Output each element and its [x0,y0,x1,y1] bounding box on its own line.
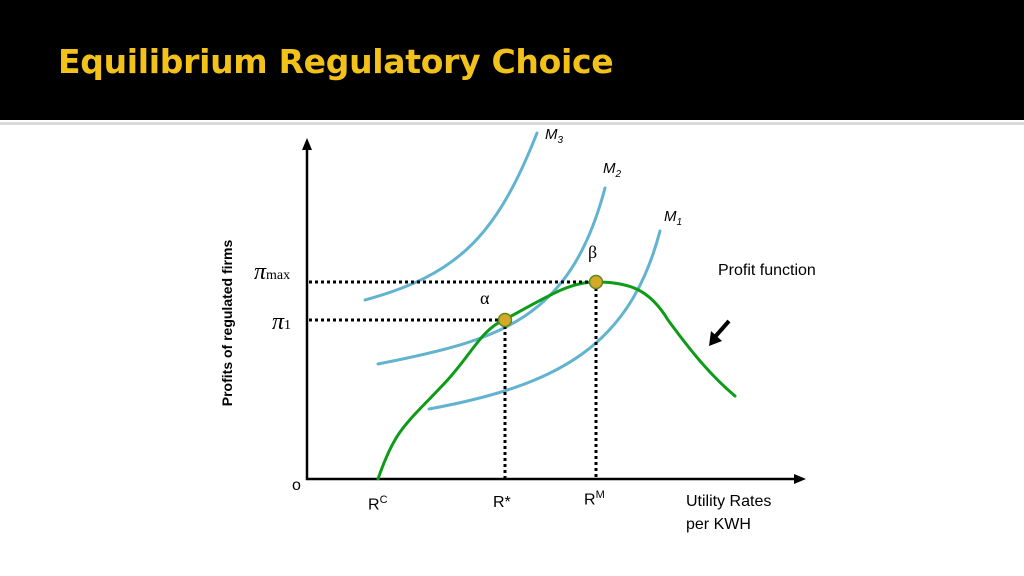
title-divider [0,122,1024,125]
r-m-base: R [584,491,596,509]
r-c-base: R [368,496,380,514]
m2-label: M2 [603,160,621,180]
beta-label: β [588,242,598,262]
pi-1-symbol: π [272,309,285,335]
r-star-label: R* [493,494,511,511]
arrow-down-left-icon [709,319,731,346]
m3-base: M [545,126,558,143]
m3-subscript: 3 [557,135,564,146]
alpha-label: α [480,288,490,308]
slide-title: Equilibrium Regulatory Choice [58,42,614,81]
pi-max-symbol: π [254,259,267,285]
origin-label: o [292,477,301,494]
x-axis-label-line1: Utility Rates [686,493,772,510]
r-c-label: RC [368,494,388,514]
y-axis-label: Profits of regulated firms [219,239,235,407]
profit-function-label: Profit function [718,262,816,279]
title-bar: Equilibrium Regulatory Choice [0,0,1024,120]
indifference-curve-m3 [363,131,539,302]
x-axis-label-line2: per KWH [686,516,751,533]
point-beta [588,274,604,290]
m2-subscript: 2 [615,169,622,180]
pi-max-subscript: max [266,268,291,283]
r-c-superscript: C [379,494,388,506]
m1-subscript: 1 [676,217,683,228]
pi-max-label: πmax [254,259,290,286]
r-m-label: RM [584,489,605,509]
m1-label: M1 [664,208,682,228]
r-m-superscript: M [595,489,605,501]
x-axis-arrowhead [794,474,806,484]
pi-1-subscript: 1 [284,318,292,333]
point-alpha [497,312,513,328]
indifference-curve-m1 [427,229,662,411]
m1-base: M [664,208,677,225]
m2-base: M [603,160,616,177]
indifference-curve-m2 [376,186,607,366]
y-axis-arrowhead [302,138,312,150]
m3-label: M3 [545,126,563,146]
pi-1-label: π1 [272,309,291,336]
profit-function-curve [376,280,737,481]
